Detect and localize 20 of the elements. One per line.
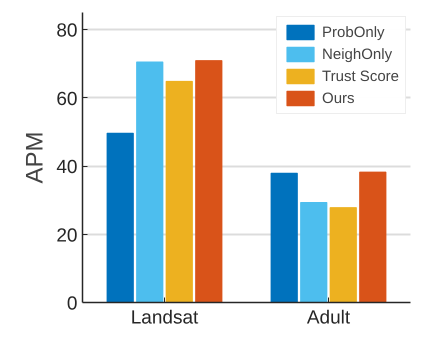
- bar: [270, 172, 298, 302]
- y-axis-title: APM: [21, 131, 48, 184]
- bar: [330, 207, 357, 302]
- y-tick-label: 0: [66, 294, 78, 314]
- legend-label: NeighOnly: [322, 45, 392, 63]
- y-tick-label: 40: [56, 157, 78, 178]
- bar: [195, 60, 222, 302]
- bar: [136, 61, 164, 302]
- bar: [166, 80, 193, 302]
- legend-label: Ours: [322, 89, 355, 107]
- bar: [359, 172, 386, 302]
- legend-label: Trust Score: [322, 67, 399, 85]
- legend-label: ProbOnly: [322, 23, 385, 41]
- y-tick-label: 80: [56, 20, 78, 42]
- x-tick-label: Landsat: [130, 308, 200, 328]
- y-tick-label: 60: [56, 88, 78, 110]
- x-tick-label: Adult: [306, 308, 351, 328]
- y-tick-label: 20: [56, 225, 78, 246]
- bar: [300, 202, 328, 302]
- bar: [106, 132, 134, 302]
